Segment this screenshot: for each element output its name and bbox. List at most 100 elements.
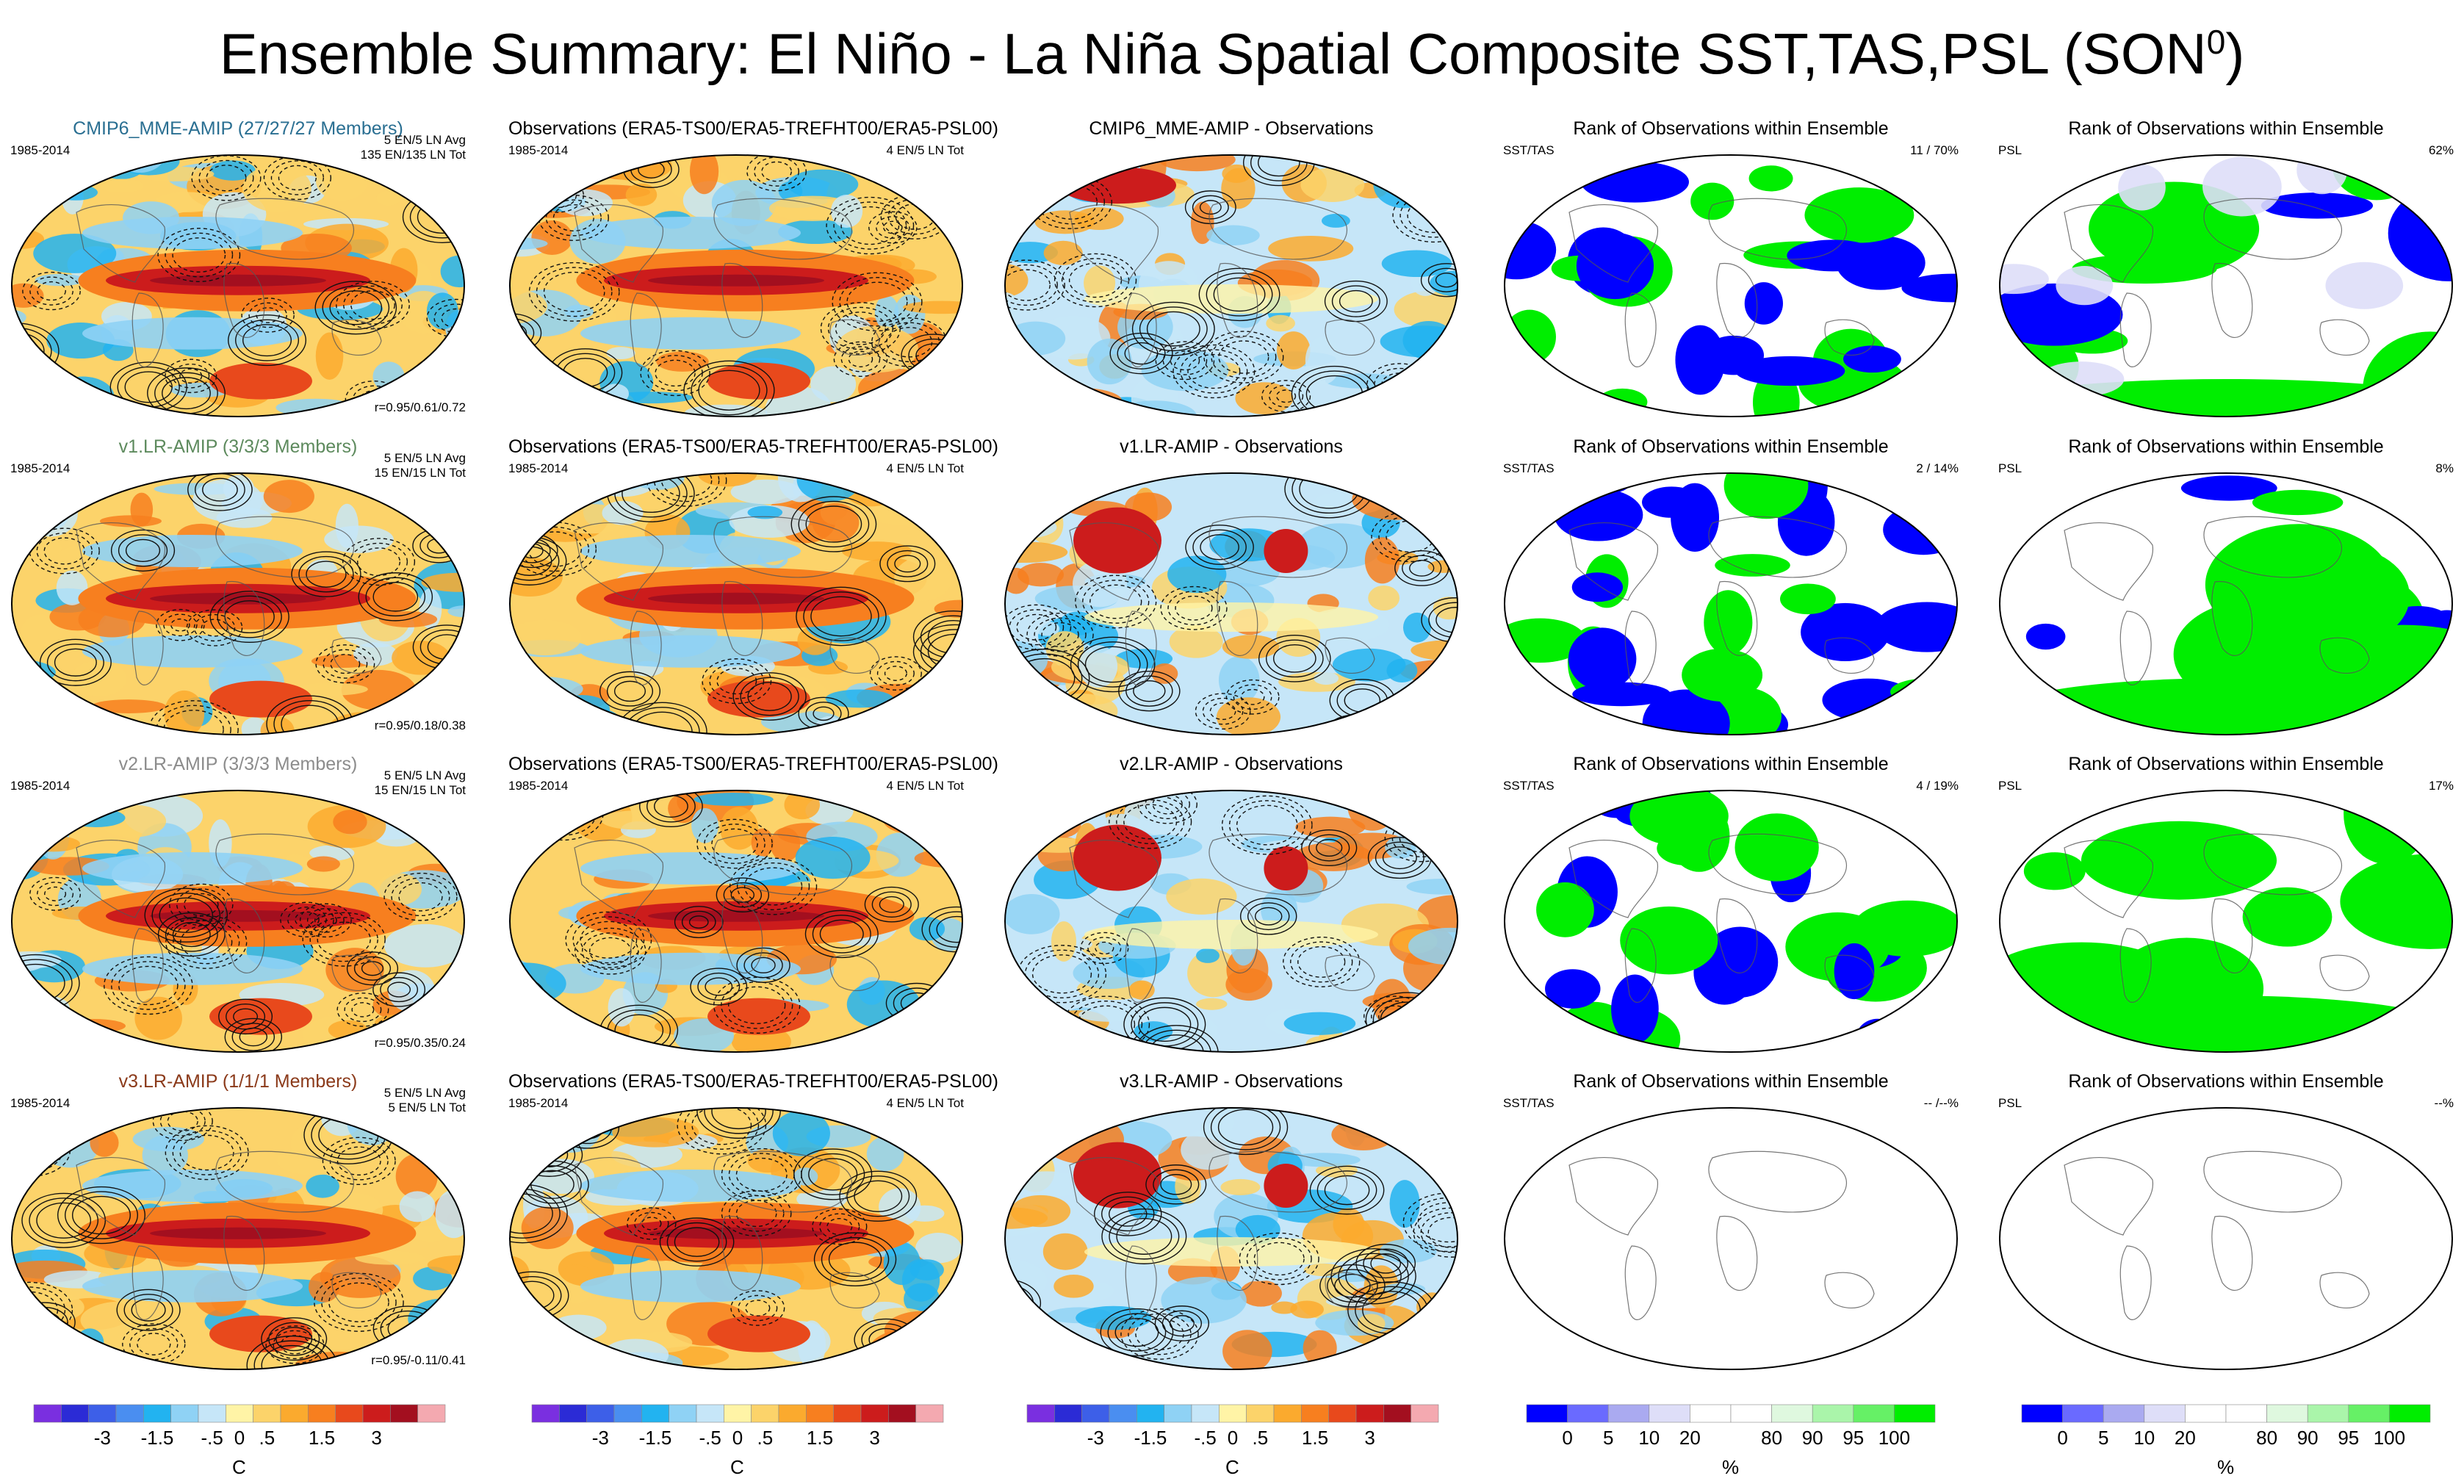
anomaly-patch — [1381, 250, 1452, 278]
psl-contour — [810, 596, 872, 637]
enso-tongue-peak — [648, 274, 824, 287]
rank-low-region — [1744, 282, 1783, 325]
anomaly-patch — [1158, 155, 1236, 172]
psl-contour — [646, 473, 727, 507]
panel-r2-obs-title: Observations (ERA5-TS00/ERA5-TREFHT00/ER… — [508, 436, 998, 457]
psl-contour — [193, 613, 236, 642]
panel-r1-rank-sst-map — [1504, 154, 1958, 417]
coastline-4 — [331, 954, 382, 992]
rank-high-region — [1748, 165, 1793, 192]
panel-r3-diff-title: v2.LR-AMIP - Observations — [1120, 754, 1343, 774]
map-border — [11, 1107, 465, 1370]
panel-r1-obs-map — [509, 154, 963, 417]
psl-contour — [1068, 262, 1123, 298]
map-border — [1999, 1107, 2453, 1370]
anomaly-patch — [720, 807, 759, 850]
psl-contour — [1203, 1108, 1289, 1156]
anomaly-patch — [1010, 1195, 1071, 1228]
psl-contour — [659, 1217, 735, 1267]
panel-r2-model-correlation: r=0.95/0.18/0.38 — [374, 718, 466, 732]
psl-contour — [674, 1227, 720, 1257]
anomaly-patch — [1239, 1280, 1282, 1307]
anomaly-patch — [1222, 635, 1280, 659]
panel-r4-rank-sst-map — [1504, 1107, 1958, 1370]
psl-contour — [746, 155, 807, 192]
anomaly-patch — [1051, 921, 1077, 962]
psl-contour — [736, 862, 810, 910]
psl-contour — [1153, 1169, 1200, 1200]
rank-colorbar-swatch — [1690, 1404, 1732, 1423]
anomaly-patch — [1166, 878, 1237, 915]
cold-horseshoe-north — [580, 852, 801, 885]
psl-contour — [29, 527, 100, 574]
anomaly-patch — [1316, 1163, 1358, 1178]
panel-r4-obs-info: 4 EN/5 LN Tot — [886, 1096, 964, 1110]
southern-warm-anomaly — [209, 1315, 312, 1352]
psl-contour — [1172, 344, 1256, 399]
anomaly-patch — [320, 1255, 401, 1298]
psl-contour — [298, 555, 354, 593]
rank-low-region — [2261, 192, 2374, 219]
cold-horseshoe-south — [82, 635, 303, 668]
coastline-2 — [713, 833, 852, 896]
panel-r3-obs-title: Observations (ERA5-TS00/ERA5-TREFHT00/ER… — [508, 754, 998, 774]
panel-r1-model-period: 1985-2014 — [10, 143, 71, 157]
psl-contour — [1272, 644, 1316, 673]
temp-colorbar-tick-label: -3 — [1087, 1427, 1104, 1449]
psl-contour — [705, 977, 733, 996]
psl-contour — [1192, 195, 1229, 220]
psl-contour — [1138, 1006, 1192, 1042]
panel-r2-diff-title: v1.LR-AMIP - Observations — [1120, 436, 1343, 457]
coastline-0 — [76, 1157, 165, 1236]
temp-colorbar-swatch — [915, 1404, 944, 1423]
psl-contour — [157, 912, 226, 957]
coastline-0 — [1069, 840, 1159, 918]
psl-contour — [1109, 1213, 1180, 1260]
temp-colorbar-swatch — [1219, 1404, 1247, 1423]
anomaly-patch — [1181, 1129, 1237, 1170]
panel-r2-model-info2: 15 EN/15 LN Tot — [374, 466, 466, 480]
psl-contour — [322, 285, 390, 330]
psl-contour — [346, 951, 399, 986]
anomaly-patch — [1294, 842, 1374, 871]
psl-contour — [929, 911, 962, 948]
psl-contour — [152, 1108, 213, 1142]
panel-r2-rank-psl-title: Rank of Observations within Ensemble — [2068, 436, 2384, 457]
psl-contour — [125, 539, 161, 562]
map-border — [1999, 790, 2453, 1053]
coastline-0 — [2064, 204, 2153, 283]
rank-high-region — [2340, 854, 2452, 949]
panel-r1-obs-title: Observations (ERA5-TS00/ERA5-TREFHT00/ER… — [508, 118, 998, 139]
temp-colorbar-swatch — [1191, 1404, 1220, 1423]
psl-contour — [634, 1211, 669, 1236]
psl-contour — [1169, 1315, 1195, 1332]
psl-contour — [1124, 342, 1159, 365]
psl-contour — [805, 505, 862, 543]
anomaly-patch — [1364, 537, 1400, 584]
psl-contour — [314, 912, 337, 929]
rank-colorbar-tick-label: 100 — [1878, 1427, 1911, 1449]
psl-contour — [833, 201, 907, 250]
coastline-0 — [1069, 204, 1159, 283]
panel-r4-obs-map — [509, 1107, 963, 1370]
panel-r1-rank-psl-label: PSL — [1998, 143, 2022, 157]
rank-colorbar-swatch — [2185, 1404, 2227, 1423]
panel-r3-model-info1: 5 EN/5 LN Avg — [383, 768, 466, 782]
psl-contour — [1316, 838, 1343, 857]
psl-contour — [879, 545, 936, 583]
psl-contour — [848, 350, 873, 367]
colorbar-rank-psl-unit: % — [2217, 1456, 2235, 1478]
temp-colorbar-swatch — [280, 1404, 309, 1423]
temp-colorbar-tick-label: -3 — [93, 1427, 111, 1449]
psl-contour — [1290, 941, 1353, 983]
coastline-4 — [2319, 319, 2370, 356]
coastline-3 — [2211, 898, 2253, 973]
anomaly-patch — [765, 386, 832, 417]
coastline-0 — [2064, 840, 2153, 918]
temp-colorbar-tick-label: 0 — [732, 1427, 743, 1449]
psl-contour — [1330, 1248, 1416, 1305]
panel-r1-rank-sst-label: SST/TAS — [1503, 143, 1555, 157]
rank-colorbar-swatch — [1894, 1404, 1936, 1423]
rank-mid-region — [2325, 262, 2404, 309]
equatorial-bias — [1084, 1237, 1378, 1267]
